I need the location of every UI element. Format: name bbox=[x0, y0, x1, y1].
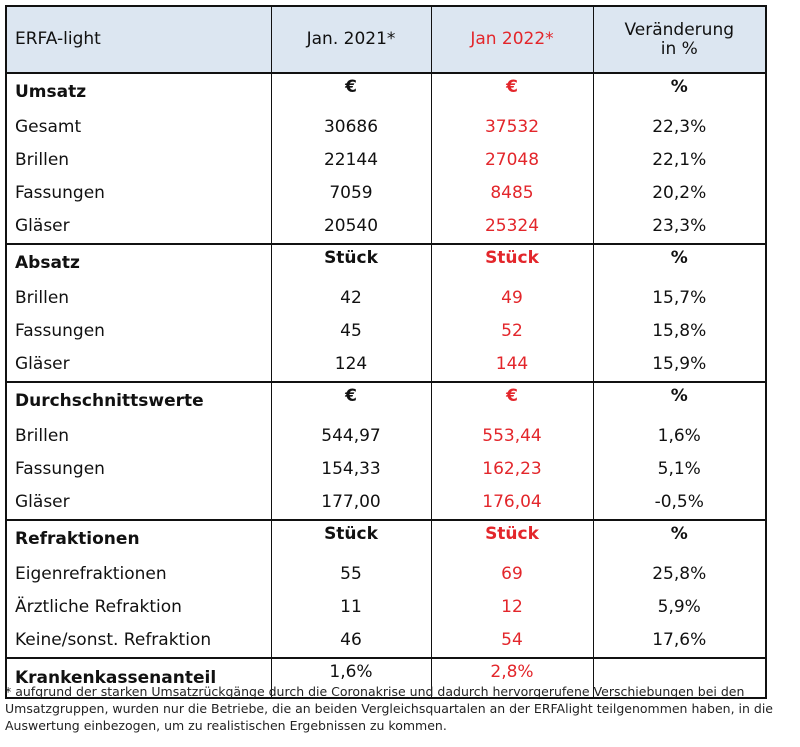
erfa-table: ERFA-light Jan. 2021* Jan 2022* Veränderung… bbox=[5, 5, 767, 699]
value-cell: 162,23 bbox=[431, 453, 594, 486]
value-cell: 27048 bbox=[431, 144, 594, 177]
header-cell: Veränderung in % bbox=[593, 6, 767, 74]
value-cell: 54 bbox=[431, 624, 594, 658]
unit-cell: % bbox=[670, 386, 688, 406]
value-cell: 69 bbox=[431, 558, 594, 591]
unit-cell: € bbox=[271, 73, 432, 111]
value-cell: -0,5% bbox=[654, 492, 704, 513]
section-label: Absatz bbox=[6, 244, 272, 282]
unit-cell: € bbox=[271, 382, 432, 420]
data-row: Fassungen 154,33 162,23 5,1% bbox=[6, 453, 766, 486]
value-cell: 144 bbox=[431, 348, 594, 382]
header-cell: Jan 2022* bbox=[431, 6, 594, 74]
value-cell: 5,1% bbox=[657, 459, 701, 480]
section-label: Refraktionen bbox=[6, 520, 272, 558]
data-row: Brillen 42 49 15,7% bbox=[6, 282, 766, 315]
row-label: Gläser bbox=[6, 210, 272, 244]
table-body: ERFA-light Jan. 2021* Jan 2022* Veränderung… bbox=[6, 6, 767, 698]
value-cell: 22,3% bbox=[652, 117, 707, 138]
section-row: Absatz Stück Stück% bbox=[6, 244, 766, 282]
row-label: Gläser bbox=[6, 348, 272, 382]
row-label: Fassungen bbox=[6, 177, 272, 210]
value-cell: 7059 bbox=[271, 177, 432, 210]
value-cell: 45 bbox=[271, 315, 432, 348]
value-cell: 52 bbox=[431, 315, 594, 348]
value-cell: 176,04 bbox=[431, 486, 594, 520]
data-row: Gesamt 30686 37532 22,3% bbox=[6, 111, 766, 144]
value-cell: 22144 bbox=[271, 144, 432, 177]
row-label: Fassungen bbox=[6, 315, 272, 348]
data-row: Brillen 22144 27048 22,1% bbox=[6, 144, 766, 177]
value-cell: 177,00 bbox=[271, 486, 432, 520]
row-label: Gesamt bbox=[6, 111, 272, 144]
row-label: Brillen bbox=[6, 420, 272, 453]
row-label: Gläser bbox=[6, 486, 272, 520]
value-cell: 11 bbox=[271, 591, 432, 624]
value-cell: 23,3% bbox=[652, 216, 707, 237]
data-row: Ärztliche Refraktion 11 12 5,9% bbox=[6, 591, 766, 624]
value-cell: 15,9% bbox=[652, 354, 707, 375]
value-cell: 25324 bbox=[431, 210, 594, 244]
data-row: Keine/sonst. Refraktion 46 54 17,6% bbox=[6, 624, 766, 658]
row-label: Brillen bbox=[6, 282, 272, 315]
unit-cell: Stück bbox=[431, 520, 594, 558]
data-row: Fassungen 45 52 15,8% bbox=[6, 315, 766, 348]
unit-cell: % bbox=[670, 77, 688, 97]
row-label: Ärztliche Refraktion bbox=[6, 591, 272, 624]
footnote: * aufgrund der starken Umsatzrückgänge d… bbox=[5, 684, 773, 733]
value-cell: 46 bbox=[271, 624, 432, 658]
unit-cell: Stück bbox=[271, 520, 432, 558]
value-cell: 154,33 bbox=[271, 453, 432, 486]
unit-cell: Stück bbox=[431, 244, 594, 282]
section-row: Umsatz € €% bbox=[6, 73, 766, 111]
data-row: Gläser 177,00 176,04 -0,5% bbox=[6, 486, 766, 520]
value-cell: 20,2% bbox=[652, 183, 707, 204]
value-cell: 22,1% bbox=[652, 150, 707, 171]
header-row: ERFA-light Jan. 2021* Jan 2022* Veränderung… bbox=[6, 6, 767, 74]
footer-row: Krankenkassenanteil 1,6% 2,8% bbox=[6, 658, 766, 698]
value-cell: 544,97 bbox=[271, 420, 432, 453]
value-cell: 553,44 bbox=[431, 420, 594, 453]
row-label: Krankenkassenanteil bbox=[6, 658, 272, 698]
value-cell: 30686 bbox=[271, 111, 432, 144]
value-cell: 20540 bbox=[271, 210, 432, 244]
value-cell: 8485 bbox=[431, 177, 594, 210]
value-cell: 17,6% bbox=[652, 630, 707, 651]
row-label: Brillen bbox=[6, 144, 272, 177]
section-label: Umsatz bbox=[6, 73, 272, 111]
value-cell: 124 bbox=[271, 348, 432, 382]
section-row: Durchschnittswerte € €% bbox=[6, 382, 766, 420]
unit-cell: € bbox=[431, 382, 594, 420]
unit-cell: € bbox=[431, 73, 594, 111]
value-cell: 37532 bbox=[431, 111, 594, 144]
value-cell: 42 bbox=[271, 282, 432, 315]
row-label: Keine/sonst. Refraktion bbox=[6, 624, 272, 658]
value-cell: 55 bbox=[271, 558, 432, 591]
data-row: Brillen 544,97 553,44 1,6% bbox=[6, 420, 766, 453]
value-cell: 25,8% bbox=[652, 564, 707, 585]
value-cell: 2,8% bbox=[431, 658, 594, 698]
unit-cell: % bbox=[670, 524, 688, 544]
value-cell: 5,9% bbox=[657, 597, 701, 618]
unit-cell: Stück bbox=[271, 244, 432, 282]
unit-cell: % bbox=[670, 248, 688, 268]
value-cell: 12 bbox=[431, 591, 594, 624]
value-cell: 1,6% bbox=[657, 426, 701, 447]
value-cell: 15,8% bbox=[652, 321, 707, 342]
value-cell: 15,7% bbox=[652, 288, 707, 309]
value-cell: 49 bbox=[431, 282, 594, 315]
section-label: Durchschnittswerte bbox=[6, 382, 272, 420]
data-row: Fassungen 7059 8485 20,2% bbox=[6, 177, 766, 210]
data-row: Gläser 124 144 15,9% bbox=[6, 348, 766, 382]
section-row: Refraktionen Stück Stück% bbox=[6, 520, 766, 558]
header-cell: ERFA-light bbox=[6, 6, 272, 74]
header-cell: Jan. 2021* bbox=[271, 6, 432, 74]
row-label: Eigenrefraktionen bbox=[6, 558, 272, 591]
data-row: Gläser 20540 25324 23,3% bbox=[6, 210, 766, 244]
data-row: Eigenrefraktionen 55 69 25,8% bbox=[6, 558, 766, 591]
row-label: Fassungen bbox=[6, 453, 272, 486]
value-cell: 1,6% bbox=[271, 658, 432, 698]
